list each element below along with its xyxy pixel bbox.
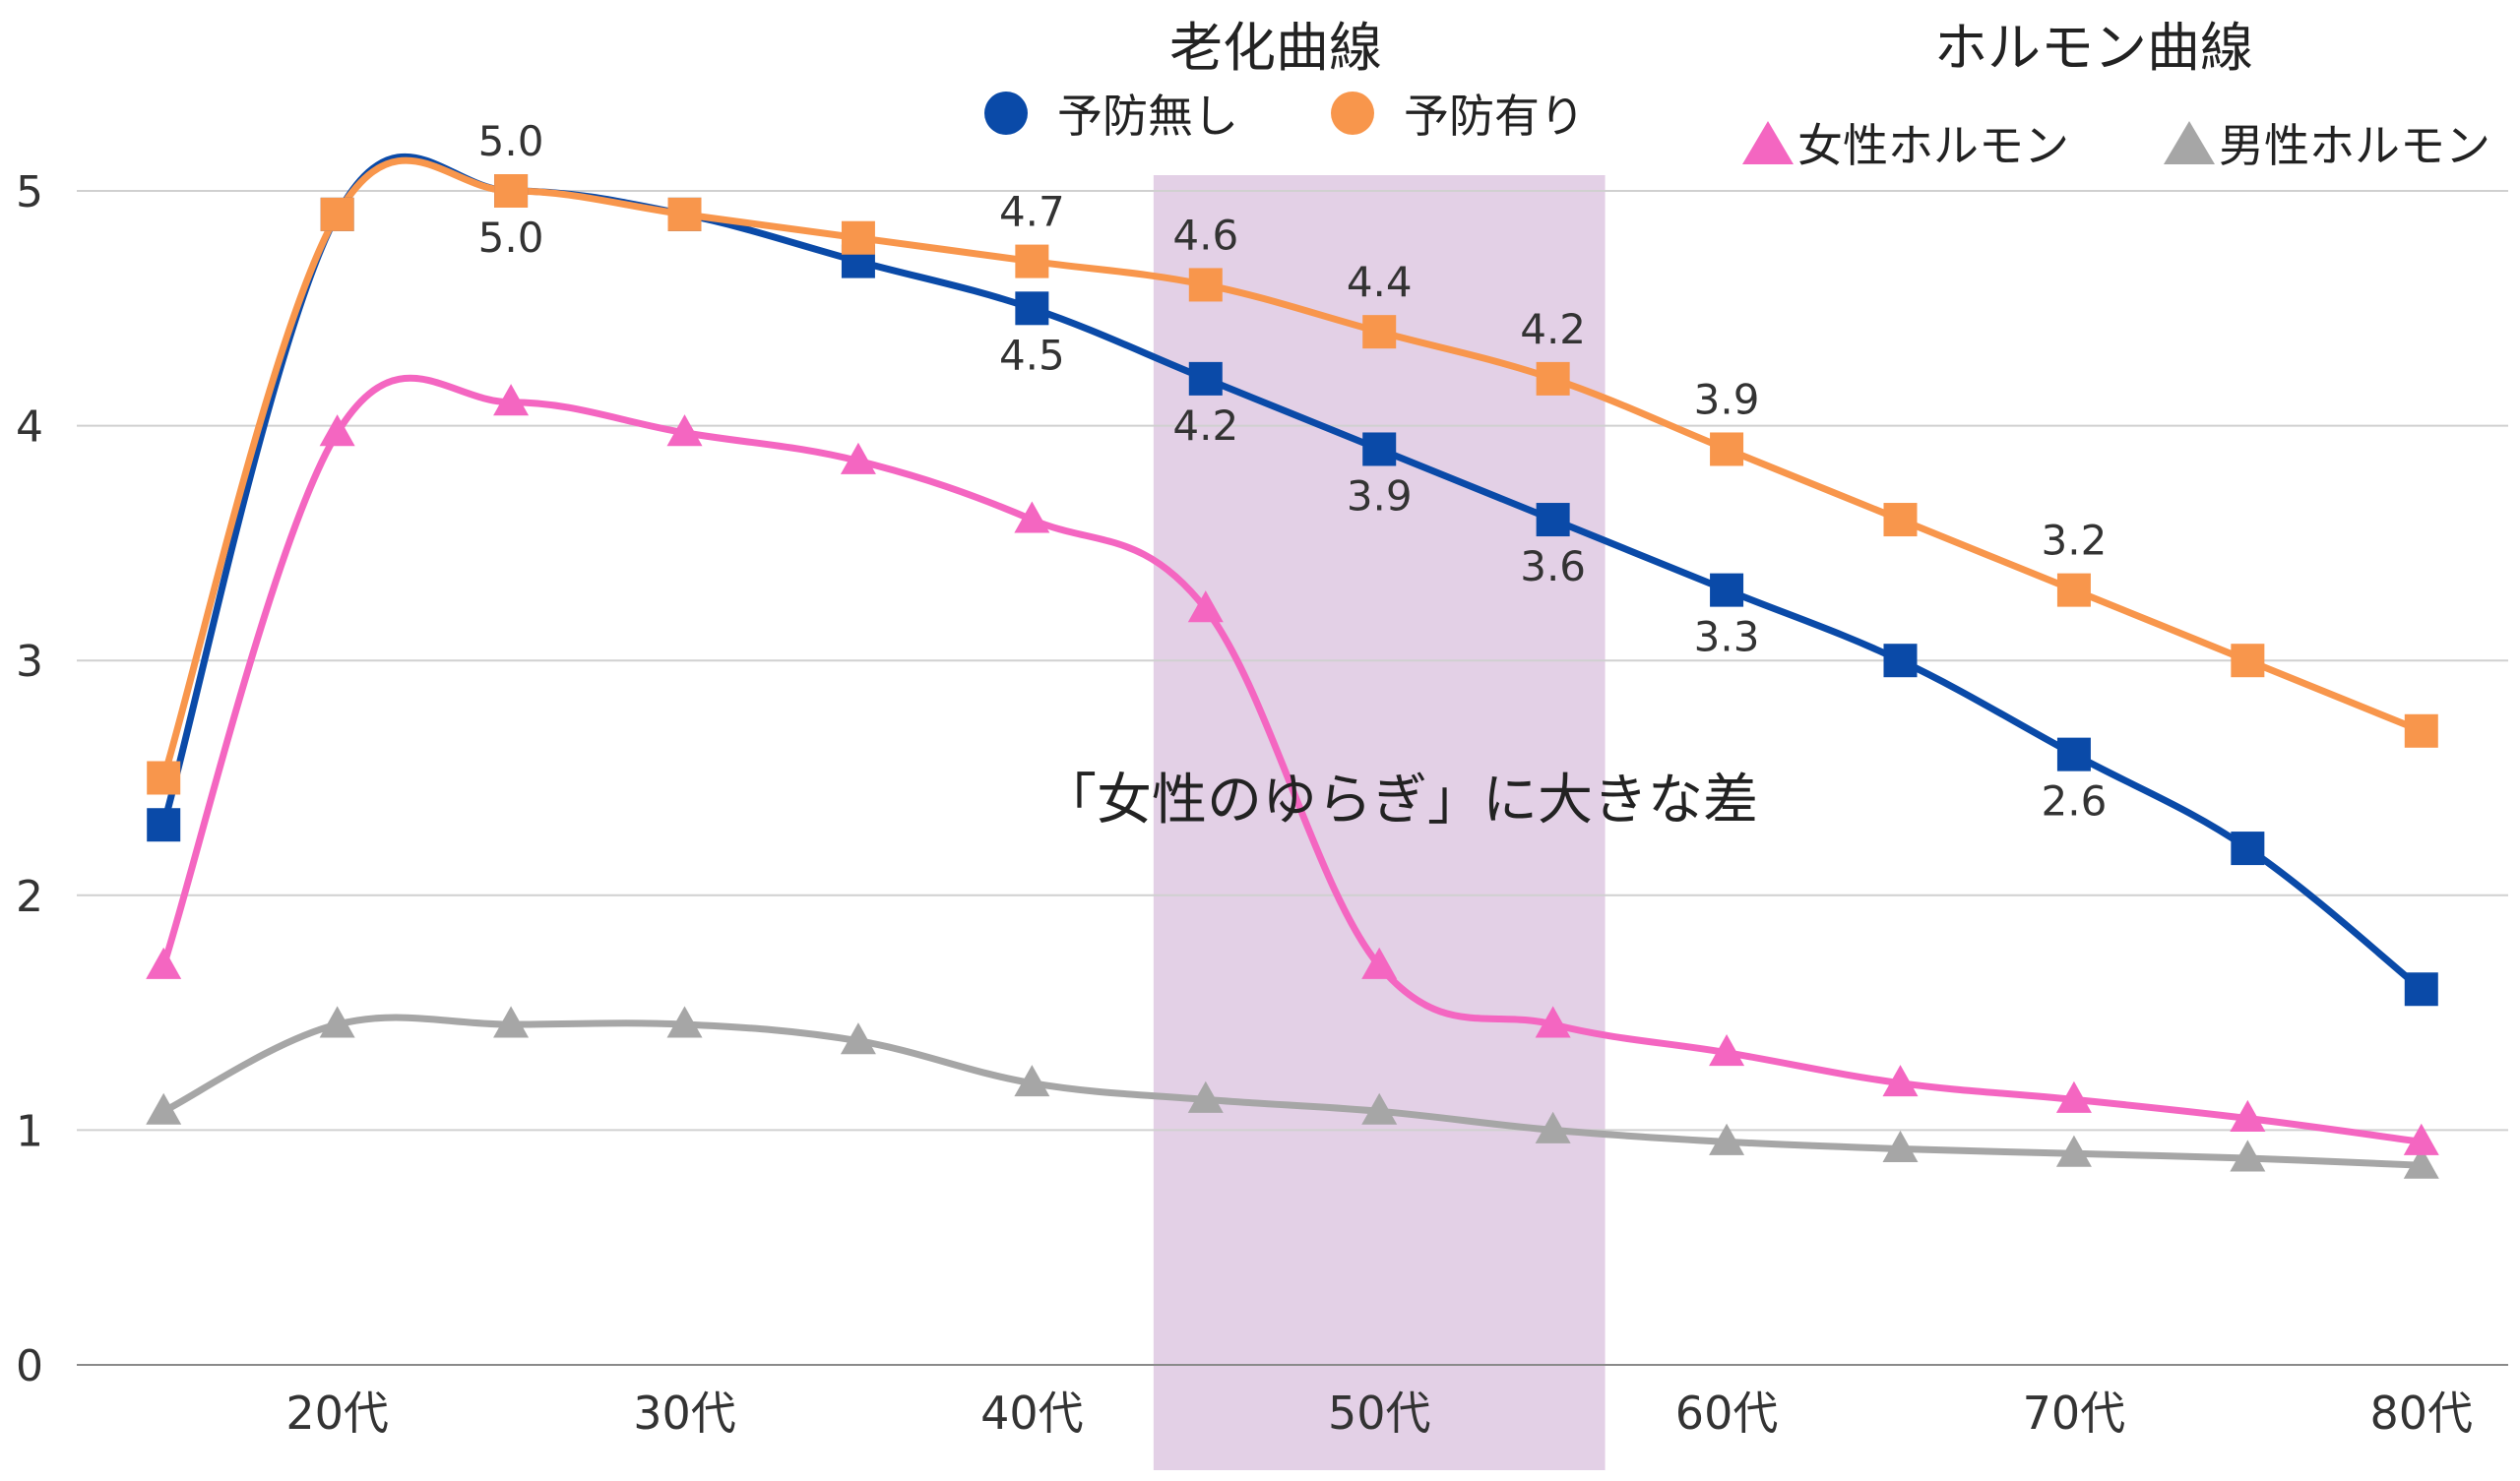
gap-annotation: 「女性のゆらぎ」に大きな差 — [1041, 769, 1758, 833]
y-tick-label: 5 — [16, 167, 43, 217]
triangle-marker — [146, 947, 182, 979]
data-label: 4.7 — [999, 188, 1065, 236]
data-label: 4.2 — [1520, 305, 1586, 353]
series-line-hormone-2 — [159, 374, 2426, 1145]
data-label: 3.9 — [1694, 375, 1760, 423]
triangle-marker — [840, 442, 876, 474]
square-marker — [2231, 832, 2265, 866]
data-label: 5.0 — [478, 214, 544, 262]
square-marker — [1536, 361, 1570, 396]
square-marker — [841, 220, 875, 255]
data-label: 3.9 — [1347, 471, 1413, 520]
x-tick-label: 30代 — [633, 1387, 736, 1440]
data-label: 2.6 — [2042, 777, 2108, 826]
data-label: 3.2 — [2042, 517, 2108, 565]
x-tick-label: 80代 — [2370, 1387, 2474, 1440]
square-marker — [667, 197, 702, 231]
triangle-marker — [1187, 590, 1224, 623]
circle-marker-icon — [1331, 92, 1374, 135]
square-marker — [1710, 432, 1744, 466]
legend-with-prevention-label: 予防有り — [1404, 90, 1585, 143]
data-label: 4.2 — [1172, 401, 1238, 450]
legend-with-prevention: 予防有り — [1331, 81, 1585, 146]
legend-female-hormone: 女性ホルモン — [1742, 110, 2069, 175]
triangle-marker — [666, 1006, 703, 1038]
triangle-marker — [2230, 1099, 2266, 1132]
triangle-marker — [840, 1022, 876, 1055]
triangle-marker-icon — [1742, 121, 1794, 164]
hormone-curve-legend-title: ホルモン曲線 — [1934, 17, 2253, 79]
square-marker — [1883, 644, 1918, 678]
y-tick-label: 1 — [16, 1106, 43, 1156]
legend-male-hormone: 男性ホルモン — [2164, 110, 2490, 175]
square-marker — [147, 761, 181, 795]
legend-female-hormone-label: 女性ホルモン — [1797, 119, 2069, 172]
square-marker — [1015, 244, 1049, 278]
triangle-marker — [1535, 1006, 1571, 1038]
x-tick-label: 60代 — [1675, 1387, 1779, 1440]
square-marker — [1362, 315, 1397, 349]
triangle-marker — [1187, 1080, 1224, 1113]
data-label: 3.3 — [1694, 613, 1760, 661]
x-tick-label: 70代 — [2023, 1387, 2126, 1440]
triangle-marker — [1709, 1123, 1745, 1155]
data-label: 4.6 — [1172, 211, 1238, 259]
triangle-marker — [2055, 1080, 2092, 1113]
data-label: 3.6 — [1520, 542, 1586, 590]
triangle-marker — [1882, 1130, 1919, 1162]
legend-male-hormone-label: 男性ホルモン — [2219, 119, 2490, 172]
square-marker — [1710, 573, 1744, 607]
legend-no-prevention: 予防無し — [984, 81, 1238, 146]
y-tick-label: 3 — [16, 637, 43, 687]
y-tick-label: 4 — [16, 402, 43, 453]
triangle-marker — [1014, 501, 1050, 533]
square-marker — [2056, 573, 2091, 607]
square-marker — [1188, 361, 1223, 396]
data-label: 5.0 — [478, 117, 544, 165]
triangle-marker — [1361, 1092, 1398, 1125]
triangle-marker-icon — [2164, 121, 2215, 164]
data-label: 4.4 — [1347, 258, 1413, 306]
square-marker — [2404, 713, 2438, 748]
square-marker — [2231, 644, 2265, 678]
square-marker — [2056, 737, 2091, 771]
triangle-marker — [319, 414, 355, 447]
square-marker — [320, 197, 354, 231]
triangle-marker — [493, 384, 530, 416]
square-marker — [147, 808, 181, 842]
data-label: 4.5 — [999, 331, 1065, 379]
square-marker — [2404, 972, 2438, 1007]
square-marker — [494, 174, 529, 208]
square-marker — [1883, 503, 1918, 537]
triangle-marker — [2230, 1140, 2266, 1172]
triangle-marker — [2403, 1146, 2439, 1179]
triangle-marker — [319, 1006, 355, 1038]
triangle-marker — [666, 414, 703, 447]
triangle-marker — [1709, 1034, 1745, 1067]
square-marker — [1188, 268, 1223, 302]
x-tick-label: 20代 — [285, 1387, 389, 1440]
triangle-marker — [1014, 1065, 1050, 1097]
triangle-marker — [1361, 947, 1398, 979]
triangle-marker — [493, 1006, 530, 1038]
square-marker — [1536, 503, 1570, 537]
y-tick-label: 0 — [16, 1341, 43, 1391]
triangle-marker — [1882, 1065, 1919, 1097]
triangle-marker — [2055, 1135, 2092, 1167]
x-tick-label: 50代 — [1328, 1387, 1431, 1440]
aging-curve-legend-title: 老化曲線 — [1169, 17, 1382, 79]
square-marker — [1362, 432, 1397, 466]
legend-no-prevention-label: 予防無し — [1057, 90, 1238, 143]
x-tick-label: 40代 — [980, 1387, 1084, 1440]
y-tick-label: 2 — [16, 872, 43, 922]
triangle-marker — [1535, 1111, 1571, 1143]
square-marker — [1015, 291, 1049, 326]
series-line-hormone-3 — [159, 1014, 2426, 1169]
circle-marker-icon — [984, 92, 1028, 135]
triangle-marker — [2403, 1123, 2439, 1155]
triangle-marker — [146, 1092, 182, 1125]
